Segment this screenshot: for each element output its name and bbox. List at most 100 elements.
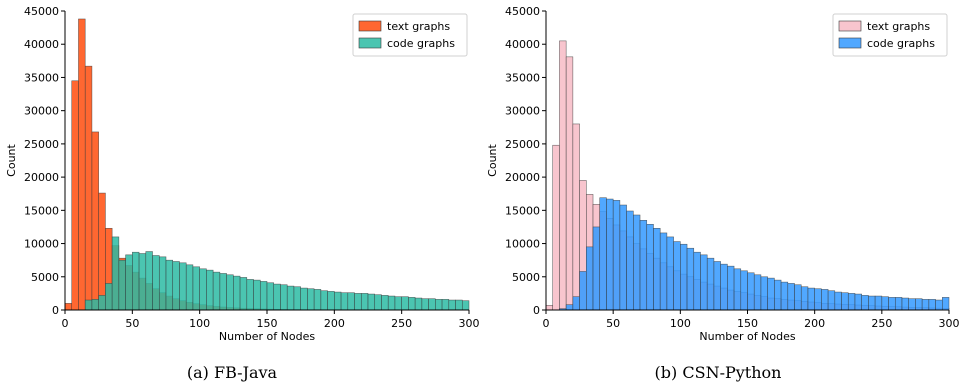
x-tick-label: 0 [62,317,69,330]
y-tick-label: 10000 [505,238,540,251]
bar [394,296,402,311]
bar [185,264,194,311]
figure-caption: (a) FB-Java [187,363,278,382]
bar [814,288,822,311]
bar [334,291,342,311]
bar [807,287,815,311]
y-tick-label: 20000 [24,171,59,184]
bar [847,293,856,311]
x-tick-label: 150 [257,317,278,330]
bar [165,259,174,311]
bar [559,40,567,311]
bar [586,246,594,311]
y-tick-label: 40000 [24,38,59,51]
legend-box [352,13,468,57]
bar [733,268,742,311]
bar [84,299,93,311]
bar [158,256,167,311]
bar [91,131,99,311]
bar [179,262,187,311]
bar [861,295,869,311]
x-tick-label: 300 [459,317,480,330]
bar [633,214,641,311]
bar [599,197,607,311]
bar [313,289,322,311]
bar [280,284,288,311]
bar [273,283,281,311]
bar [105,283,113,311]
bar [387,295,396,311]
bar [760,276,768,311]
y-tick-label: 40000 [505,38,540,51]
legend-label: text graphs [387,20,450,33]
bar [111,236,120,311]
bar [565,304,574,311]
bar [266,282,275,311]
bar [854,293,862,311]
bar [192,266,200,311]
bar [212,271,221,311]
y-axis-label: Count [5,143,18,176]
bar [461,300,470,311]
x-tick-label: 300 [939,317,960,330]
bar [794,284,802,311]
bar [592,226,601,311]
bar [347,292,355,311]
bar [414,297,423,311]
x-tick-label: 200 [804,317,825,330]
bar [868,295,876,311]
bar [300,287,308,311]
bar [740,270,748,311]
bar [78,18,86,311]
bar [639,220,648,311]
legend: text graphs code graphs [352,13,468,57]
bar [360,293,369,311]
bar [908,298,916,311]
bar [145,251,153,311]
bar [239,277,248,311]
bar [606,198,614,311]
y-tick-label: 25000 [24,138,59,151]
bar [246,279,254,311]
bar [841,292,849,311]
legend-swatch [358,20,382,32]
bar [84,65,93,311]
bar [64,303,73,311]
x-tick-label: 50 [125,317,139,330]
bar [421,298,429,311]
legend-label: code graphs [867,37,935,50]
bar [286,285,295,311]
bar [800,286,809,311]
bar [626,210,634,311]
bar [219,273,227,311]
x-tick-label: 0 [543,317,550,330]
bar [874,295,883,311]
series-code-graphs [559,197,950,311]
bar [834,291,842,311]
y-tick-label: 30000 [505,105,540,118]
bar [720,263,728,311]
figure-caption: (b) CSN-Python [655,363,782,382]
bar [172,261,180,311]
bar [125,254,133,311]
y-tick-label: 15000 [505,204,540,217]
bar [408,297,416,311]
bar [787,283,795,311]
x-axis-label: Number of Nodes [699,330,795,343]
bar [767,277,775,311]
y-tick-label: 30000 [24,105,59,118]
bar [91,299,99,311]
bar [199,268,207,311]
bar [233,275,241,311]
legend-swatch [838,37,862,49]
bar [428,298,436,311]
x-tick-label: 250 [391,317,412,330]
bar [700,254,708,311]
y-tick-label: 35000 [24,71,59,84]
x-tick-label: 100 [670,317,691,330]
bar [448,299,456,311]
legend-box [832,13,948,57]
bar [565,56,574,311]
series-code-graphs [84,236,470,311]
bar [894,297,903,311]
